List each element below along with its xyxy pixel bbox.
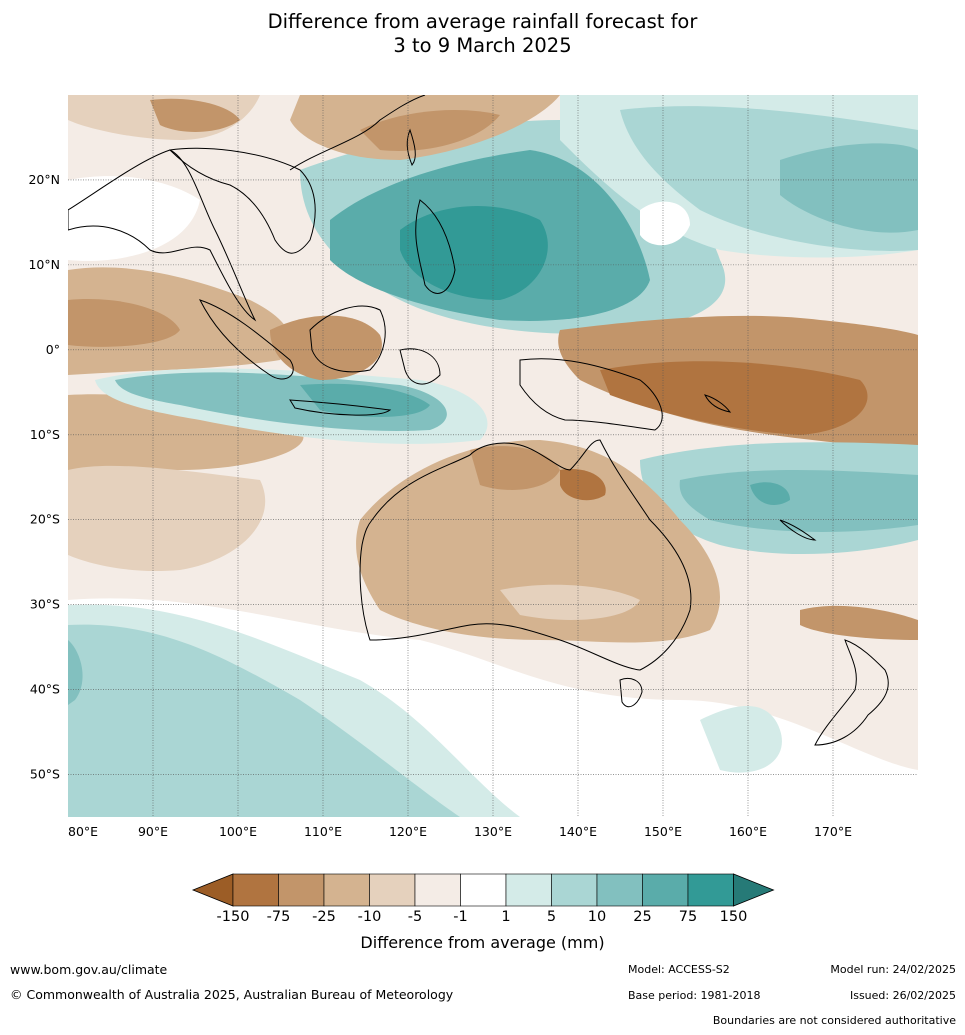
map-title: Difference from average rainfall forecas… — [0, 10, 965, 58]
colorbar-swatch — [369, 873, 416, 907]
longitude-label: 170°E — [814, 824, 852, 839]
longitude-label: 130°E — [474, 824, 512, 839]
colorbar-tick-label: 25 — [633, 909, 651, 925]
colorbar-tick-labels: -150 -75 -25 -10 -5 -1 1 5 10 25 75 150 — [217, 909, 748, 925]
colorbar-tick-label: -150 — [217, 909, 250, 925]
colorbar-tick-label: -10 — [358, 909, 382, 925]
colorbar-swatch — [232, 873, 279, 907]
footer-model: Model: ACCESS-S2 — [628, 963, 730, 976]
colorbar-swatch — [551, 873, 598, 907]
longitude-label: 160°E — [729, 824, 767, 839]
longitude-label: 120°E — [389, 824, 427, 839]
dry-indian-north-strong — [68, 299, 180, 347]
colorbar-tick-label: 10 — [588, 909, 606, 925]
dry-tibet — [150, 98, 240, 132]
longitude-label: 90°E — [138, 824, 168, 839]
latitude-label: 0° — [46, 342, 60, 357]
footer-disclaimer: Boundaries are not considered authoritat… — [712, 1014, 956, 1027]
longitude-label: 100°E — [219, 824, 257, 839]
dry-equatorial-pacific-strong — [600, 361, 868, 435]
indochina-coastline — [168, 147, 316, 254]
colorbar-swatch — [505, 873, 552, 907]
colorbar-label: Difference from average (mm) — [360, 933, 605, 952]
gridlines — [68, 95, 918, 817]
colorbar-swatch — [642, 873, 689, 907]
dry-australia — [356, 440, 720, 643]
new-guinea-coastline — [519, 358, 663, 431]
philippines-coastline — [415, 199, 456, 294]
footer-copyright: © Commonwealth of Australia 2025, Austra… — [10, 987, 454, 1002]
longitude-tick-labels: 80°E 90°E 100°E 110°E 120°E 130°E 140°E 150°E 16… — [68, 824, 852, 839]
colorbar-boxes — [191, 873, 775, 907]
dry-indian-north — [68, 267, 290, 375]
dry-tasman — [800, 605, 918, 640]
colorbar-tick-label: -1 — [453, 909, 467, 925]
footer-base-period: Base period: 1981-2018 — [628, 989, 761, 1002]
latitude-tick-labels: 20°N 10°N 0° 10°S 20°S 30°S 40°S 50°S — [28, 172, 60, 782]
colorbar-tick-label: 75 — [679, 909, 697, 925]
wet-patch-tasman — [700, 706, 782, 773]
colorbar-tick-label: 1 — [501, 909, 510, 925]
wet-north-pacific-strong — [780, 143, 918, 233]
latitude-label: 30°S — [30, 597, 60, 612]
colorbar-tick-label: -5 — [408, 909, 422, 925]
borneo-coastline — [309, 305, 386, 373]
colorbar-swatch — [687, 873, 734, 907]
wet-coral-sea — [679, 470, 918, 532]
wet-philippines-strong — [400, 206, 548, 300]
colorbar-swatch — [323, 873, 370, 907]
title-line-1: Difference from average rainfall forecas… — [267, 10, 698, 33]
longitude-label: 110°E — [304, 824, 342, 839]
rainfall-anomaly-map: 80°E 90°E 100°E 110°E 120°E 130°E 140°E 150°E 16… — [28, 95, 918, 839]
dry-borneo — [270, 315, 382, 380]
solomon-islands-coastline — [704, 394, 732, 413]
dry-gulf-strong — [560, 469, 606, 501]
footer-model-run: Model run: 24/02/2025 — [830, 963, 956, 976]
dry-south-australia-light — [500, 584, 640, 620]
longitude-label: 150°E — [644, 824, 682, 839]
dry-east-asia-strong — [360, 110, 500, 151]
colorbar-swatch — [278, 873, 325, 907]
colorbar-swatch — [460, 873, 507, 907]
longitude-label: 140°E — [559, 824, 597, 839]
new-caledonia-coastline — [779, 519, 817, 541]
china-coastline — [289, 95, 426, 171]
wet-band-java-strong — [300, 383, 430, 417]
latitude-label: 20°N — [28, 172, 60, 187]
near-normal-india — [68, 176, 200, 261]
footer-issued: Issued: 26/02/2025 — [849, 989, 956, 1002]
colorbar-tick-label: -75 — [267, 909, 291, 925]
latitude-label: 10°N — [28, 257, 60, 272]
colorbar-tick-label: 150 — [720, 909, 748, 925]
new-zealand-coastline — [814, 639, 889, 746]
near-normal-patch — [640, 201, 690, 246]
colorbar-swatch — [596, 873, 643, 907]
colorbar-swatch — [414, 873, 461, 907]
latitude-label: 50°S — [30, 767, 60, 782]
colorbar-arrow-high — [733, 873, 775, 907]
wet-south-ocean — [68, 624, 460, 817]
australia-coastline — [359, 439, 692, 671]
taiwan-coastline — [406, 128, 416, 166]
footer-url[interactable]: www.bom.gov.au/climate — [10, 962, 168, 977]
java-coastline — [289, 399, 392, 416]
dry-indian-south-light — [68, 465, 266, 572]
sumatra-coastline — [199, 299, 294, 380]
title-line-2: 3 to 9 March 2025 — [393, 34, 572, 57]
wet-coral-sea-strong — [750, 482, 790, 505]
longitude-label: 80°E — [68, 824, 98, 839]
latitude-label: 40°S — [30, 682, 60, 697]
colorbar: -150 -75 -25 -10 -5 -1 1 5 10 25 75 150 — [191, 873, 775, 925]
tasmania-coastline — [619, 678, 643, 708]
colorbar-tick-label: -25 — [312, 909, 336, 925]
dry-northern-australia — [470, 446, 560, 490]
latitude-label: 10°S — [30, 427, 60, 442]
colorbar-arrow-low — [191, 873, 234, 907]
wet-south-ocean-strong — [68, 640, 83, 705]
colorbar-tick-label: 5 — [547, 909, 556, 925]
latitude-label: 20°S — [30, 512, 60, 527]
